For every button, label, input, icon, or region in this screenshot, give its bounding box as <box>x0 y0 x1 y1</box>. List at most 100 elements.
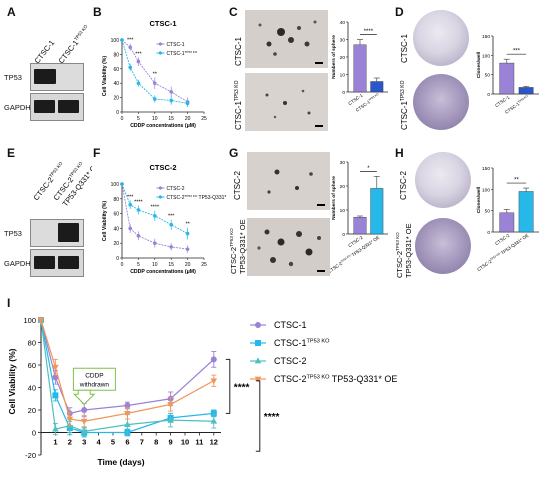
data-point <box>136 59 141 64</box>
data-point <box>128 65 132 70</box>
line-chart-f: CTSC-2 0 20 40 60 80 100 0 5 10 15 20 25 CDDP concent… <box>102 163 227 275</box>
x-tick-label: 9 <box>169 438 173 447</box>
data-point <box>52 374 59 381</box>
row-label-tp53-a: TP53 <box>4 73 22 82</box>
line-chart-b: CTSC-1 0 20 40 60 80 100 0 5 10 15 20 25 CDDP concent… <box>102 19 207 129</box>
legend-marker <box>254 376 262 383</box>
panel-label-c: C <box>229 5 238 19</box>
panel-label-h: H <box>395 146 404 160</box>
legend-label: CTSC-2 <box>166 186 184 192</box>
data-point <box>52 364 59 371</box>
chart-title: CTSC-2 <box>149 163 176 172</box>
x-tick-label: 5 <box>137 262 140 268</box>
significance-mark: **** <box>134 199 143 205</box>
y-axis-label: Cell Viability (%) <box>102 56 108 97</box>
y-tick-label: 80 <box>28 339 36 348</box>
y-tick-label: 100 <box>482 53 490 59</box>
y-tick-label: 20 <box>340 55 346 61</box>
bar <box>353 44 367 93</box>
y-axis-label: Cell Viability (%) <box>7 348 17 414</box>
x-tick-label: 11 <box>195 438 203 447</box>
y-tick-label: 100 <box>482 187 490 193</box>
data-point <box>185 231 190 236</box>
y-tick-label: 20 <box>113 96 119 102</box>
significance-mark: ** <box>514 178 519 184</box>
data-point <box>128 202 132 207</box>
sphere-image-g-top <box>247 152 330 210</box>
annotation-arrow <box>72 389 96 405</box>
y-tick-label: 20 <box>113 241 119 247</box>
img-labels-g: CTSC-2 CTSC-2TP53 KO TP53-Q331* OE <box>229 171 247 274</box>
legend-marker <box>255 322 261 328</box>
x-tick-label: 20 <box>185 116 191 122</box>
legend-label: CTSC-1 <box>274 320 307 330</box>
significance-mark: **** <box>151 205 160 211</box>
legend-label: CTSC-2TP53 KO TP53-Q331* OE <box>274 374 397 384</box>
x-tick-label: 0 <box>121 116 124 122</box>
western-blot-a: CTSC-1 CTSC-1TP53 KO TP53 GAPDH <box>0 0 90 140</box>
colony-plate-d-top <box>413 10 469 66</box>
significance-bracket-1 <box>225 358 231 414</box>
blot-gapdh-e <box>30 249 84 277</box>
significance-mark: *** <box>127 194 134 200</box>
y-tick-label: 20 <box>340 184 346 190</box>
bar <box>518 191 534 233</box>
data-point <box>169 90 173 94</box>
y-tick-label: 40 <box>28 384 36 393</box>
data-point <box>66 416 74 423</box>
y-tick-label: 100 <box>23 316 36 325</box>
significance-mark: ** <box>153 71 158 77</box>
panel-label-g: G <box>229 146 239 160</box>
series-line <box>121 183 188 250</box>
x-tick-label: 25 <box>201 262 207 268</box>
data-point <box>124 410 131 417</box>
data-point <box>37 317 45 324</box>
y-tick-label: -20 <box>25 451 36 460</box>
data-point <box>169 245 173 249</box>
legend-marker <box>254 357 262 364</box>
panel-c: CTSC-1 CTSC-1TP53 KO 0 10 20 30 40 Numbers of… <box>227 8 392 138</box>
y-axis-label: Clones/well <box>476 187 482 213</box>
x-axis-label: Time (days) <box>97 457 144 467</box>
lane-label-ctsc1-ko: CTSC-1TP53 KO <box>56 23 90 65</box>
data-point <box>80 427 88 434</box>
data-point <box>185 101 190 106</box>
x-tick-label: 12 <box>210 438 218 447</box>
bar <box>518 87 534 95</box>
img-label-g-top: CTSC-2 <box>233 171 242 200</box>
y-tick-label: 30 <box>340 38 346 44</box>
y-tick-label: 60 <box>28 361 36 370</box>
x-tick-label: 25 <box>201 116 207 122</box>
lane-label-ctsc1: CTSC-1 <box>32 38 56 65</box>
x-tick-label: 15 <box>168 262 174 268</box>
img-label-h-top: CTSC-2 <box>399 171 408 200</box>
chart-title: CTSC-1 <box>149 19 176 28</box>
data-point <box>153 214 157 218</box>
data-point <box>167 401 174 408</box>
data-point <box>153 97 157 101</box>
bar <box>370 188 384 235</box>
img-label-g-bottom-2: TP53-Q331* OE <box>238 219 247 274</box>
y-tick-label: 0 <box>487 230 490 236</box>
x-tick-label: 10 <box>181 438 189 447</box>
data-point <box>120 182 124 186</box>
data-point <box>185 247 190 251</box>
x-axis-label: CDDP concentrations (μM) <box>130 123 196 129</box>
legend-marker <box>158 42 163 46</box>
y-tick-label: 10 <box>340 73 346 79</box>
panel-label-d: D <box>395 5 404 19</box>
significance-mark: *** <box>513 49 521 55</box>
legend-marker <box>158 186 163 190</box>
y-tick-label: 0 <box>32 429 36 438</box>
y-tick-label: 100 <box>111 182 120 188</box>
img-label-h-bottom-2: TP53-Q331* OE <box>404 223 413 278</box>
sphere-image-c-bottom <box>245 73 328 131</box>
img-label-c-top: CTSC-1 <box>234 37 243 66</box>
data-point <box>128 45 132 49</box>
legend-label: CTSC-1TP53 KO <box>274 338 330 348</box>
x-tick-label: 20 <box>185 262 191 268</box>
bar <box>499 212 515 233</box>
